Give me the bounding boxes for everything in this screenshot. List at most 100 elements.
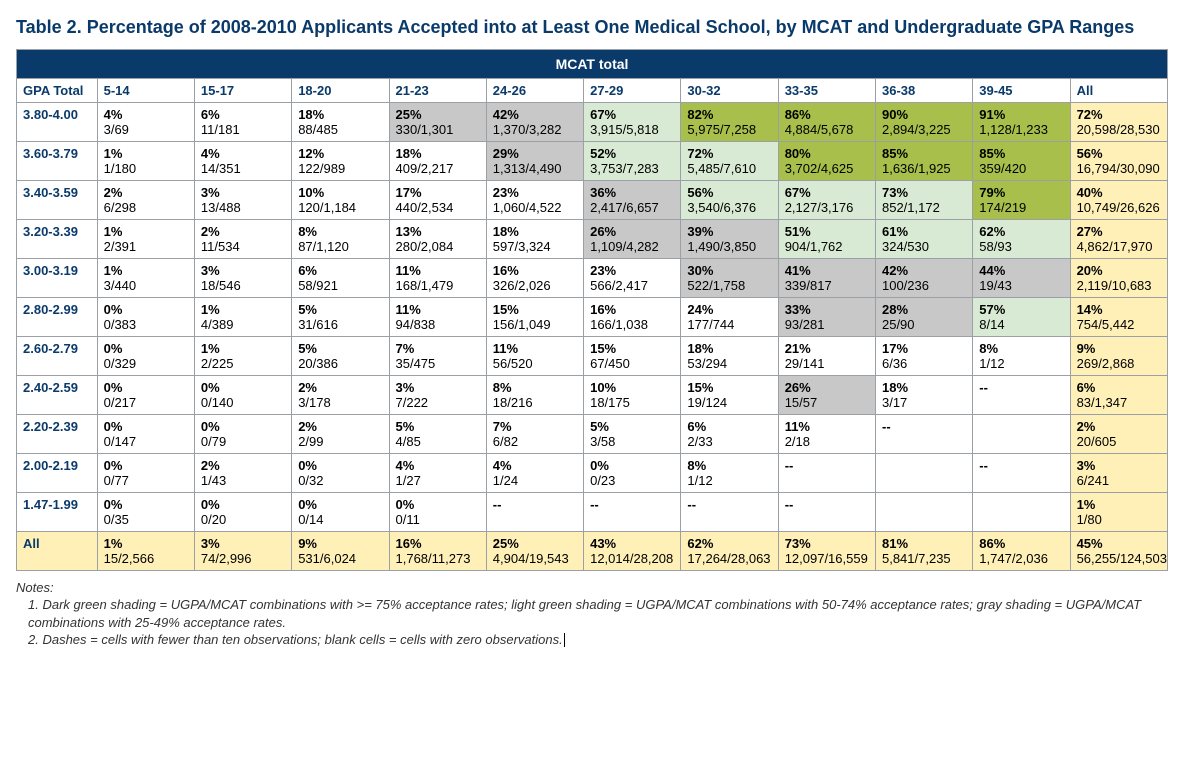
cell-fraction: 0/147 — [104, 434, 188, 449]
cell-percent: 44% — [979, 263, 1005, 278]
cell-fraction: 904/1,762 — [785, 239, 869, 254]
data-cell: 45%56,255/124,503 — [1070, 531, 1167, 570]
cell-percent: 90% — [882, 107, 908, 122]
data-cell: 82%5,975/7,258 — [681, 102, 778, 141]
cell-fraction — [882, 473, 966, 488]
cell-percent: 20% — [1077, 263, 1103, 278]
cell-percent: 42% — [493, 107, 519, 122]
cell-fraction: 10,749/26,626 — [1077, 200, 1161, 215]
cell-percent: 5% — [298, 341, 317, 356]
data-cell: 23%566/2,417 — [584, 258, 681, 297]
cell-fraction: 20/605 — [1077, 434, 1161, 449]
cell-percent: 9% — [1077, 341, 1096, 356]
data-cell: 91%1,128/1,233 — [973, 102, 1070, 141]
cell-percent: 86% — [979, 536, 1005, 551]
cell-fraction: 0/32 — [298, 473, 382, 488]
table-row: 2.60-2.790%0/3291%2/2255%20/3867%35/4751… — [17, 336, 1168, 375]
cell-fraction: 58/921 — [298, 278, 382, 293]
cell-fraction: 19/124 — [687, 395, 771, 410]
cell-fraction: 0/23 — [590, 473, 674, 488]
cell-percent: 25% — [396, 107, 422, 122]
cell-fraction: 18/175 — [590, 395, 674, 410]
data-cell: 3%13/488 — [194, 180, 291, 219]
cell-fraction: 2/33 — [687, 434, 771, 449]
cell-fraction: 2/225 — [201, 356, 285, 371]
note-1: 1. Dark green shading = UGPA/MCAT combin… — [28, 596, 1168, 631]
data-cell: 41%339/817 — [778, 258, 875, 297]
cell-percent: 3% — [201, 263, 220, 278]
data-cell: 12%122/989 — [292, 141, 389, 180]
cell-percent: 41% — [785, 263, 811, 278]
data-cell: 25%330/1,301 — [389, 102, 486, 141]
row-header: 2.20-2.39 — [17, 414, 98, 453]
data-cell: 85%1,636/1,925 — [875, 141, 972, 180]
cell-fraction: 8/14 — [979, 317, 1063, 332]
data-cell: 3%6/241 — [1070, 453, 1167, 492]
data-cell: 7%6/82 — [486, 414, 583, 453]
table-row: 2.80-2.990%0/3831%4/3895%31/61611%94/838… — [17, 297, 1168, 336]
cell-fraction: 409/2,217 — [396, 161, 480, 176]
data-cell: 43%12,014/28,208 — [584, 531, 681, 570]
cell-percent: 18% — [687, 341, 713, 356]
data-cell: 42%100/236 — [875, 258, 972, 297]
cell-percent: 8% — [687, 458, 706, 473]
cell-percent: 81% — [882, 536, 908, 551]
cell-percent: 43% — [590, 536, 616, 551]
data-cell: 16%326/2,026 — [486, 258, 583, 297]
cell-percent: 73% — [785, 536, 811, 551]
cell-fraction: 2,417/6,657 — [590, 200, 674, 215]
cell-fraction: 1/80 — [1077, 512, 1161, 527]
data-cell: 0%0/77 — [97, 453, 194, 492]
cell-percent: 61% — [882, 224, 908, 239]
cell-fraction: 19/43 — [979, 278, 1063, 293]
col-header: 24-26 — [486, 78, 583, 102]
cell-fraction: 280/2,084 — [396, 239, 480, 254]
data-cell: 17%6/36 — [875, 336, 972, 375]
cell-fraction: 2,127/3,176 — [785, 200, 869, 215]
cell-percent: 42% — [882, 263, 908, 278]
cell-percent — [979, 419, 983, 434]
data-cell: 20%2,119/10,683 — [1070, 258, 1167, 297]
data-cell: 6%83/1,347 — [1070, 375, 1167, 414]
data-cell: 18%53/294 — [681, 336, 778, 375]
cell-percent: 82% — [687, 107, 713, 122]
cell-fraction: 15/57 — [785, 395, 869, 410]
cell-percent: 15% — [590, 341, 616, 356]
cell-percent: 24% — [687, 302, 713, 317]
data-cell: 30%522/1,758 — [681, 258, 778, 297]
cell-percent: -- — [979, 380, 988, 395]
cell-fraction: 3/69 — [104, 122, 188, 137]
data-cell: 2%2/99 — [292, 414, 389, 453]
cell-percent: 1% — [104, 146, 123, 161]
cell-fraction: 93/281 — [785, 317, 869, 332]
cell-percent: 11% — [396, 302, 421, 317]
cell-percent: 27% — [1077, 224, 1103, 239]
data-cell: 2%3/178 — [292, 375, 389, 414]
data-cell: 80%3,702/4,625 — [778, 141, 875, 180]
data-cell: 8%1/12 — [681, 453, 778, 492]
data-cell: 8%18/216 — [486, 375, 583, 414]
cell-percent: 62% — [687, 536, 713, 551]
data-cell: 6%2/33 — [681, 414, 778, 453]
data-cell: 7%35/475 — [389, 336, 486, 375]
data-cell: 6%11/181 — [194, 102, 291, 141]
data-cell: 1%1/180 — [97, 141, 194, 180]
cell-fraction: 17,264/28,063 — [687, 551, 771, 566]
cell-fraction: 4,862/17,970 — [1077, 239, 1161, 254]
cell-fraction: 0/79 — [201, 434, 285, 449]
cell-fraction: 29/141 — [785, 356, 869, 371]
cell-percent: -- — [785, 497, 794, 512]
cell-fraction: 339/817 — [785, 278, 869, 293]
cell-percent: 1% — [104, 536, 123, 551]
cell-fraction: 168/1,479 — [396, 278, 480, 293]
data-cell: 0%0/11 — [389, 492, 486, 531]
cell-percent: 5% — [396, 419, 415, 434]
cell-fraction: 3,753/7,283 — [590, 161, 674, 176]
cell-fraction: 88/485 — [298, 122, 382, 137]
cell-percent: 0% — [396, 497, 415, 512]
row-header: 3.80-4.00 — [17, 102, 98, 141]
data-cell: 18%3/17 — [875, 375, 972, 414]
cell-fraction: 3/17 — [882, 395, 966, 410]
data-cell: 5%31/616 — [292, 297, 389, 336]
cell-fraction: 16,794/30,090 — [1077, 161, 1161, 176]
